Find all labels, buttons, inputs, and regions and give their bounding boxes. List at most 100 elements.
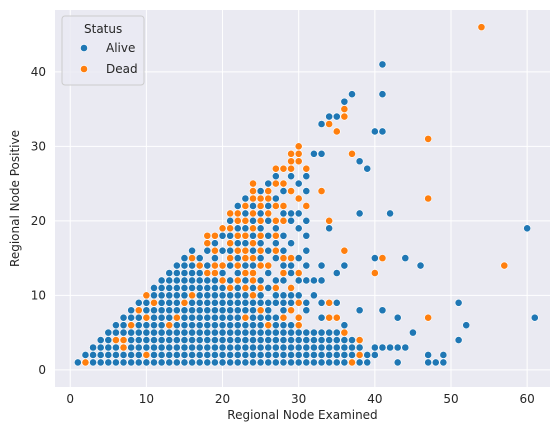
data-point xyxy=(233,321,242,330)
data-point xyxy=(203,306,212,315)
data-point xyxy=(157,328,166,337)
data-point xyxy=(401,343,410,352)
data-point xyxy=(165,276,174,285)
data-point xyxy=(256,246,265,255)
data-point xyxy=(218,358,227,367)
data-point xyxy=(203,336,212,344)
data-point xyxy=(203,269,212,277)
data-point xyxy=(233,351,242,359)
data-point xyxy=(188,328,196,337)
data-point xyxy=(241,246,250,255)
data-point xyxy=(279,351,288,359)
data-point xyxy=(96,351,105,359)
data-point xyxy=(150,313,158,322)
data-point xyxy=(134,298,143,307)
data-point xyxy=(226,358,235,367)
data-point xyxy=(233,291,242,300)
data-point xyxy=(119,351,128,359)
data-point xyxy=(226,254,235,263)
data-point xyxy=(378,306,387,315)
data-point xyxy=(241,351,250,359)
data-point xyxy=(203,298,212,307)
data-point xyxy=(188,261,196,270)
data-point xyxy=(134,336,143,344)
data-point xyxy=(218,343,227,352)
data-point xyxy=(104,336,113,344)
data-point xyxy=(348,90,356,99)
x-tick-label: 0 xyxy=(66,392,74,406)
data-point xyxy=(226,351,235,359)
data-point xyxy=(287,298,295,307)
data-point xyxy=(302,187,311,195)
data-point xyxy=(340,321,349,330)
data-point xyxy=(317,149,326,158)
data-point xyxy=(104,351,113,359)
legend-label-alive: Alive xyxy=(106,41,135,55)
x-axis-label: Regional Node Examined xyxy=(227,408,377,422)
data-point xyxy=(340,351,349,359)
data-point xyxy=(226,306,235,315)
legend: Status Alive Dead xyxy=(61,15,145,86)
data-point xyxy=(226,321,235,330)
data-point xyxy=(348,149,356,158)
data-point xyxy=(142,313,151,322)
data-point xyxy=(302,306,311,315)
data-point xyxy=(96,358,105,367)
data-point xyxy=(370,351,379,359)
data-point xyxy=(294,291,303,300)
data-point xyxy=(172,328,181,337)
data-point xyxy=(302,202,311,210)
data-point xyxy=(218,328,227,337)
data-point xyxy=(256,194,265,203)
data-point xyxy=(355,358,364,367)
data-point xyxy=(226,298,235,307)
data-point xyxy=(157,343,166,352)
data-point xyxy=(279,306,288,315)
data-point xyxy=(73,358,82,367)
data-point xyxy=(256,343,265,352)
data-point xyxy=(127,343,136,352)
data-point xyxy=(363,358,372,367)
data-point xyxy=(264,261,273,270)
data-point xyxy=(241,269,250,277)
legend-marker-dead xyxy=(80,65,88,73)
legend-label-dead: Dead xyxy=(106,62,138,76)
data-point xyxy=(233,313,242,322)
data-point xyxy=(340,97,349,106)
data-point xyxy=(317,120,326,128)
data-point xyxy=(462,321,471,330)
data-point xyxy=(119,343,128,352)
data-point xyxy=(188,291,196,300)
data-point xyxy=(233,358,242,367)
data-point xyxy=(218,321,227,330)
data-point xyxy=(249,187,257,195)
data-point xyxy=(264,216,273,225)
x-ticks: 0 10 20 30 40 50 60 xyxy=(66,392,534,406)
data-point xyxy=(119,328,128,337)
data-point xyxy=(256,187,265,195)
data-point xyxy=(424,194,433,203)
data-point xyxy=(294,313,303,322)
data-point xyxy=(233,343,242,352)
data-point xyxy=(439,358,448,367)
data-point xyxy=(241,239,250,248)
data-point xyxy=(195,298,204,307)
data-point xyxy=(157,351,166,359)
data-point xyxy=(294,269,303,277)
data-point xyxy=(150,291,158,300)
data-point xyxy=(180,313,189,322)
data-point xyxy=(340,336,349,344)
data-point xyxy=(325,298,334,307)
data-point xyxy=(363,164,372,173)
data-point xyxy=(523,224,532,233)
data-point xyxy=(249,276,257,285)
data-point xyxy=(249,254,257,263)
data-point xyxy=(180,261,189,270)
data-point xyxy=(211,328,219,337)
data-point xyxy=(271,336,280,344)
data-point xyxy=(81,358,90,367)
data-point xyxy=(180,328,189,337)
data-point xyxy=(157,284,166,292)
data-point xyxy=(195,351,204,359)
data-point xyxy=(241,202,250,210)
